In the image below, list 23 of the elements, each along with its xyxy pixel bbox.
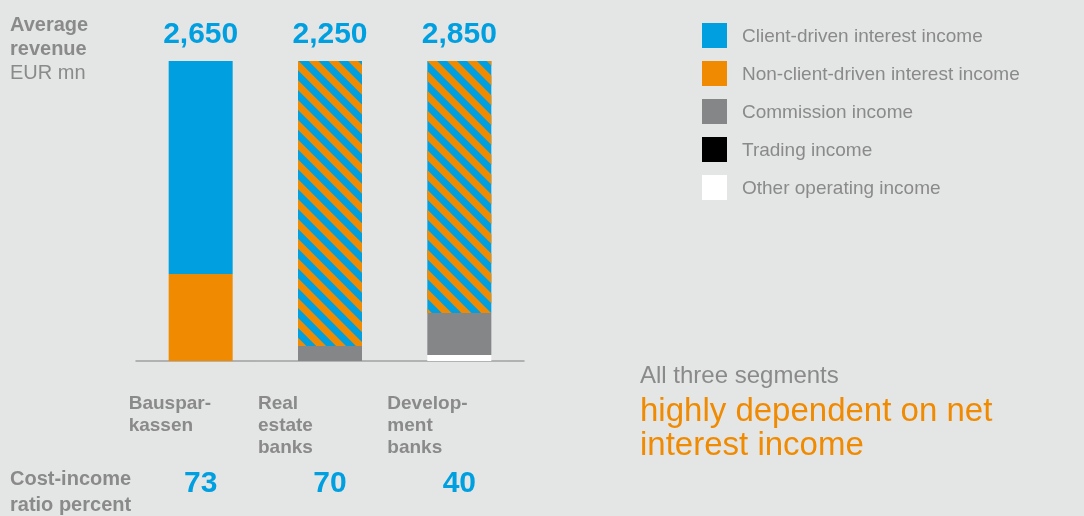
text: highly dependent on net interest income (640, 390, 1002, 462)
text: 2,850 (421, 15, 497, 49)
legend-label: Trading income (742, 139, 873, 160)
bar (427, 313, 492, 355)
y-axis-title: Average revenue EUR mn (10, 13, 89, 83)
bar (427, 355, 492, 361)
text: 73 (183, 464, 218, 498)
legend-label: Non-client-driven interest income (742, 63, 1020, 84)
bar (168, 61, 233, 274)
legend-label: Client-driven interest income (742, 25, 983, 46)
x-tick-label: Bauspar- kassen (128, 391, 212, 435)
x-tick-label: Develop- ment banks (387, 391, 468, 457)
legend-label: Commission income (742, 101, 914, 122)
x-tick-label: Real estate banks (258, 391, 313, 457)
text: Cost-income ratio percent (10, 467, 132, 515)
text: All three segments (640, 360, 839, 388)
legend-label: Other operating income (742, 177, 941, 198)
text: 40 (442, 464, 477, 498)
text: 2,650 (163, 15, 239, 49)
bar (298, 346, 362, 361)
bar (168, 274, 233, 361)
text: 2,250 (292, 15, 368, 49)
text: 70 (313, 464, 347, 498)
